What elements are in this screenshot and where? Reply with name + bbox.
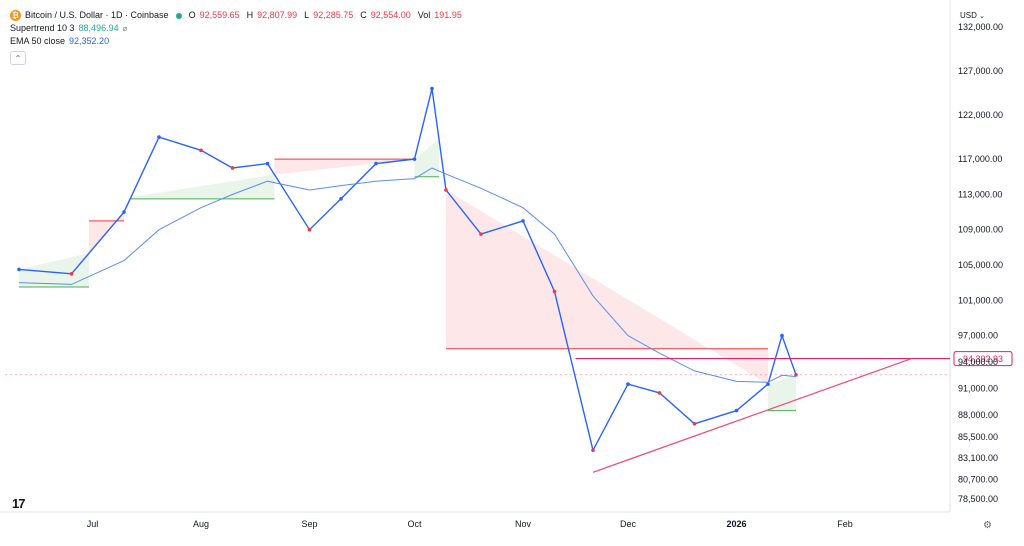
y-tick-label: 80,700.00 [958,474,998,484]
supertrend-fill-5 [446,190,768,385]
close-value: 92,554.00 [370,10,411,20]
price-point [591,448,595,453]
x-tick-label: Oct [407,519,422,529]
support-trendline [592,358,912,473]
x-tick-label: Jul [87,519,99,529]
y-tick-label: 109,000.00 [958,225,1003,235]
y-tick-label: 113,000.00 [958,189,1002,199]
open-value: 92,559.65 [199,10,240,20]
price-point [552,289,557,294]
x-tick-label: Feb [837,519,853,529]
price-point [521,219,525,223]
price-point [692,421,697,426]
price-point [307,227,312,232]
bitcoin-icon: ₿ [10,10,21,21]
symbol-row: ₿ Bitcoin / U.S. Dollar · 1D · Coinbase … [10,9,465,22]
price-point [374,161,378,166]
price-tag-label: 94,392.93 [963,354,1003,364]
open-key: O [188,10,196,20]
chevron-up-icon: ⌃ [14,53,22,63]
price-point [626,382,630,386]
price-point [17,267,21,272]
supertrend-value: 88,496.94 [78,23,119,33]
x-tick-label: 2026 [726,519,746,529]
price-point [657,391,662,395]
price-tag-box [953,351,1013,367]
gear-icon[interactable]: ⚙ [983,520,992,531]
y-tick-label: 83,100.00 [958,453,998,463]
price-point [766,382,770,386]
symbol-title[interactable]: Bitcoin / U.S. Dollar · 1D · Coinbase [25,10,169,20]
low-key: L [304,10,310,20]
market-status-icon [175,12,182,19]
price-point [430,86,434,91]
supertrend-fill-2 [131,174,275,199]
x-tick-label: Nov [515,519,532,529]
y-tick-label: 94,000.00 [958,357,998,367]
supertrend-fill-4 [414,139,439,177]
supertrend-row[interactable]: Supertrend 10 3 88,496.94 ⌀ [10,22,465,35]
supertrend-fill-6 [768,374,796,411]
price-point [444,188,448,192]
low-value: 92,285.75 [313,10,354,20]
ema-line [18,167,797,383]
price-point [339,197,343,201]
y-tick-label: 78,500.00 [958,494,998,504]
high-value: 92,807.99 [257,10,298,20]
price-point [479,232,483,236]
tradingview-logo: 17 [12,496,26,511]
currency-selector[interactable]: USD ⌄ [960,11,985,20]
y-tick-label: 101,000.00 [958,295,1003,305]
volume-key: Vol [417,10,431,20]
price-series-line [18,88,797,453]
price-point [122,210,126,214]
y-tick-label: 97,000.00 [958,331,998,341]
ema-name: EMA 50 close [10,36,66,46]
volume-value: 191.95 [434,10,462,20]
chart-legend: ₿ Bitcoin / U.S. Dollar · 1D · Coinbase … [10,9,465,65]
price-point [734,408,739,413]
x-tick-label: Sep [301,519,317,529]
close-key: C [360,10,367,20]
currency-label: USD [960,11,977,20]
y-tick-label: 132,000.00 [958,22,1003,32]
x-tick-label: Dec [620,519,637,529]
price-point [157,135,161,139]
y-tick-label: 117,000.00 [958,154,1002,164]
y-tick-label: 122,000.00 [958,110,1003,120]
y-tick-label: 85,500.00 [958,432,998,442]
ema-row[interactable]: EMA 50 close 92,352.20 [10,35,465,48]
ema-value: 92,352.20 [69,36,110,46]
collapse-legend-button[interactable]: ⌃ [10,51,26,65]
price-point [265,161,270,166]
chevron-down-icon: ⌄ [979,13,985,20]
supertrend-name: Supertrend 10 3 [10,23,75,33]
price-point [230,166,235,170]
price-point [69,272,74,276]
x-tick-label: Aug [193,519,209,529]
y-tick-label: 127,000.00 [958,66,1003,76]
price-point [412,157,417,161]
price-point [199,148,203,153]
supertrend-fill-0 [19,253,89,288]
y-tick-label: 88,000.00 [958,410,998,420]
price-point [780,333,784,338]
y-tick-label: 91,000.00 [958,384,998,394]
high-key: H [246,10,254,20]
price-point [794,372,798,377]
settings-icon[interactable]: ⌀ [122,24,128,33]
y-tick-label: 105,000.00 [958,260,1003,270]
